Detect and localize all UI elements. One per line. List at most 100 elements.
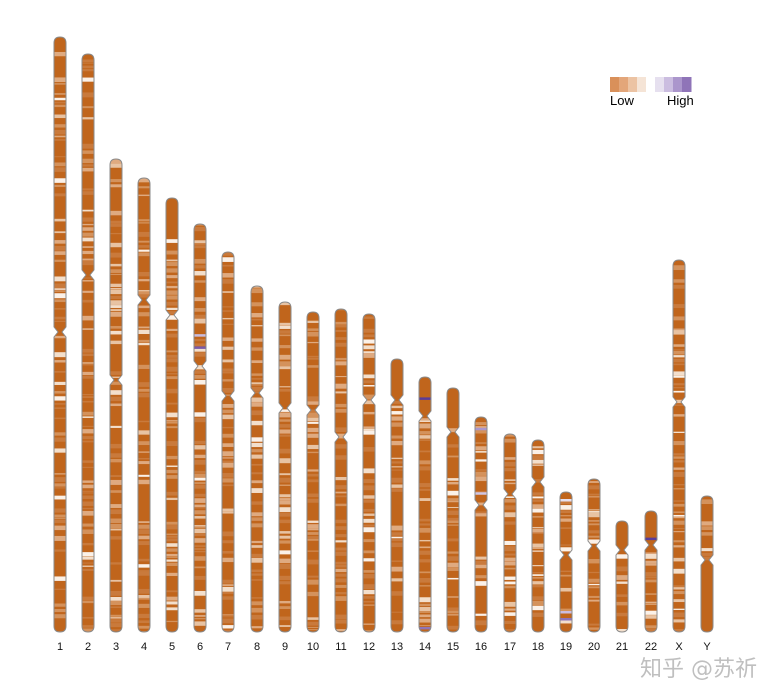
density-band [475, 613, 487, 616]
density-band [54, 473, 66, 475]
density-band [54, 51, 66, 57]
density-band [82, 396, 94, 398]
density-band [363, 539, 375, 543]
density-band [82, 260, 94, 266]
density-band [54, 614, 66, 619]
density-band [335, 584, 347, 588]
density-band [166, 572, 178, 577]
density-band [222, 409, 234, 414]
density-band [54, 308, 66, 310]
density-band [54, 483, 66, 487]
density-band [419, 611, 431, 613]
density-band [54, 588, 66, 590]
density-band [391, 611, 403, 613]
density-band [194, 504, 206, 508]
density-band [363, 600, 375, 603]
density-band [222, 252, 234, 256]
density-band [138, 186, 150, 189]
chromosome-outline [503, 433, 517, 633]
density-band [363, 558, 375, 562]
density-band [54, 417, 66, 420]
density-band [54, 407, 66, 410]
density-band [645, 563, 657, 566]
density-band [504, 608, 516, 611]
density-band [82, 191, 94, 195]
density-band [222, 540, 234, 544]
density-band [616, 601, 628, 606]
density-band [279, 409, 291, 412]
chromosome-outline [193, 223, 207, 633]
density-band [110, 590, 122, 596]
density-band [335, 596, 347, 601]
density-band [673, 431, 685, 433]
density-band [251, 384, 263, 387]
density-band [110, 287, 122, 290]
density-band [701, 532, 713, 536]
density-band [532, 499, 544, 502]
density-band [251, 391, 263, 394]
density-band [279, 322, 291, 326]
density-band [363, 468, 375, 474]
density-band [279, 558, 291, 564]
density-band [532, 455, 544, 460]
density-band [110, 617, 122, 619]
density-band [54, 114, 66, 119]
density-band [391, 578, 403, 582]
density-band [532, 508, 544, 513]
high-density-band [645, 537, 657, 541]
chromosome-label: X [675, 641, 683, 653]
density-band [447, 556, 459, 561]
density-band [194, 556, 206, 561]
density-band [673, 363, 685, 366]
density-band [166, 250, 178, 255]
density-band [110, 232, 122, 235]
density-band [110, 242, 122, 248]
density-band [82, 552, 94, 557]
density-band [363, 623, 375, 625]
density-band [419, 577, 431, 583]
density-band [166, 402, 178, 405]
density-band [616, 581, 628, 584]
density-band [363, 604, 375, 606]
density-band [251, 338, 263, 342]
density-band [166, 475, 178, 479]
density-band [335, 540, 347, 543]
density-band [138, 541, 150, 546]
density-band [447, 567, 459, 571]
density-band [560, 505, 572, 510]
chromosome-label: 10 [307, 641, 319, 653]
density-band [307, 401, 319, 405]
density-band [645, 625, 657, 629]
density-band [166, 536, 178, 538]
density-band [307, 473, 319, 477]
density-band [82, 92, 94, 98]
density-band [391, 591, 403, 596]
chromosome-base [560, 492, 572, 632]
density-band [110, 311, 122, 317]
density-band [532, 479, 544, 483]
chromosome-16 [475, 417, 487, 632]
density-band [138, 595, 150, 598]
density-band [166, 388, 178, 394]
density-band [110, 300, 122, 305]
density-band [138, 305, 150, 309]
density-band [222, 618, 234, 624]
density-band [138, 245, 150, 248]
density-band [222, 484, 234, 487]
density-band [307, 357, 319, 360]
density-band [279, 325, 291, 329]
density-band [166, 285, 178, 289]
density-band [138, 342, 150, 346]
density-band [363, 499, 375, 503]
density-band [138, 279, 150, 282]
density-band [279, 581, 291, 585]
density-band [110, 619, 122, 623]
density-band [110, 252, 122, 258]
density-band [82, 484, 94, 489]
chromosome-label: 1 [57, 641, 63, 653]
density-band [138, 461, 150, 465]
density-band [419, 418, 431, 421]
density-band [166, 607, 178, 611]
density-band [363, 328, 375, 333]
density-band [673, 358, 685, 363]
